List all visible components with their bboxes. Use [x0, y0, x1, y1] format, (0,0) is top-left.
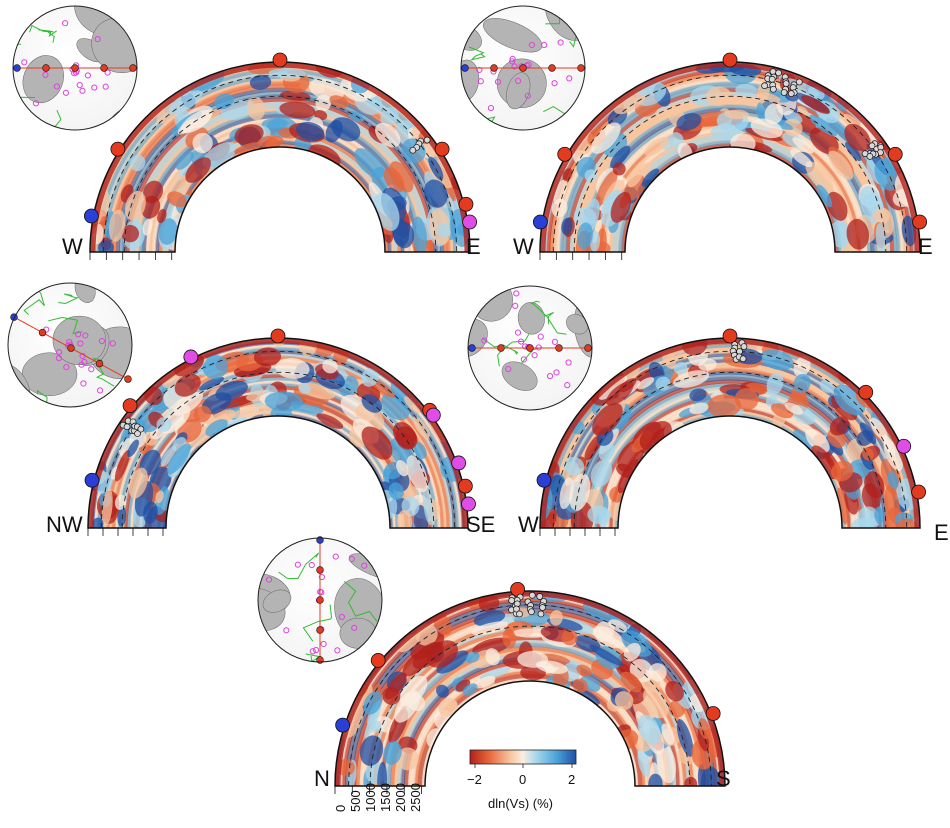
colorbar-tick-min: −2	[467, 772, 482, 787]
colorbar-tick-mid: 0	[519, 772, 526, 787]
cross-section-panel-1: W E	[12, 5, 481, 260]
asia-globe	[257, 536, 383, 664]
depth-tick-label: 500	[348, 790, 363, 812]
earthquake-marker	[528, 608, 535, 616]
depth-tick-label: 2000	[393, 783, 408, 812]
station-marker	[434, 141, 450, 157]
earthquake-marker	[134, 430, 141, 437]
earthquake-marker	[137, 425, 145, 433]
station-marker	[425, 407, 441, 423]
cross-section-panel-3: NW SE	[7, 282, 495, 537]
station-marker	[887, 146, 903, 162]
left-direction-label: W	[518, 512, 539, 537]
station-marker	[722, 328, 738, 344]
earthquake-marker	[508, 597, 516, 604]
station-marker	[272, 52, 288, 68]
earthquake-marker	[516, 610, 523, 618]
station-marker	[122, 398, 138, 414]
station-marker	[911, 484, 926, 500]
right-direction-label: S	[716, 766, 731, 791]
earthquake-marker	[537, 610, 545, 618]
station-marker	[858, 384, 874, 400]
station-marker	[462, 214, 478, 230]
earthquake-marker	[539, 604, 546, 611]
station-marker	[536, 472, 552, 488]
earthquake-marker	[866, 153, 874, 160]
station-marker	[458, 196, 474, 212]
station-marker	[183, 349, 199, 365]
station-marker	[110, 141, 126, 157]
colorbar-tick-max: 2	[568, 772, 575, 787]
left-direction-label: W	[62, 234, 83, 259]
cross-section-panel-2: W E	[460, 5, 933, 260]
station-marker	[457, 478, 473, 494]
earthquake-marker	[775, 69, 782, 77]
earthquake-marker	[795, 78, 803, 86]
left-direction-label: NW	[46, 512, 83, 537]
north-america-globe	[460, 5, 586, 131]
depth-tick-label: 1000	[363, 783, 378, 812]
colorbar: −2 0 2 dln(Vs) (%)	[467, 749, 577, 811]
earthquake-marker	[739, 355, 747, 363]
earthquake-marker	[740, 343, 748, 350]
depth-tick-label: 0	[333, 805, 348, 812]
station-marker	[722, 52, 738, 68]
earthquake-marker	[423, 136, 431, 144]
depth-tick-label: 1500	[378, 783, 393, 812]
left-direction-label: W	[513, 234, 534, 259]
earthquake-marker	[782, 80, 790, 87]
colorbar-gradient	[469, 749, 577, 765]
station-marker	[510, 581, 526, 597]
right-direction-label: E	[934, 520, 949, 545]
cross-section-1	[84, 52, 478, 260]
earthquake-marker	[787, 90, 795, 97]
station-marker	[532, 214, 548, 230]
cross-section-3	[84, 328, 476, 536]
earthquake-marker	[528, 591, 536, 599]
earthquake-marker	[409, 146, 417, 154]
earthquake-marker	[868, 142, 876, 150]
cross-section-2	[532, 52, 928, 260]
station-marker	[461, 496, 476, 512]
earthquake-marker	[761, 82, 768, 90]
station-marker	[335, 717, 351, 733]
earthquake-marker	[768, 75, 776, 83]
station-marker	[84, 208, 99, 224]
right-direction-label: E	[466, 234, 481, 259]
earthquake-marker	[513, 605, 520, 613]
colorbar-title: dln(Vs) (%)	[488, 796, 553, 811]
station-marker	[370, 653, 386, 668]
depth-axis: 0 500 1000 1500 2000 2500	[333, 783, 423, 812]
station-marker	[451, 455, 467, 471]
earthquake-marker	[780, 89, 788, 96]
station-marker	[270, 328, 286, 344]
left-direction-label: N	[314, 766, 330, 791]
right-direction-label: E	[918, 234, 933, 259]
station-marker	[84, 472, 100, 488]
station-marker	[896, 438, 912, 454]
americas-globe	[12, 5, 138, 131]
station-marker	[912, 214, 928, 230]
cross-section-panel-4: W E	[467, 285, 949, 545]
earthquake-marker	[536, 593, 544, 600]
australia-pacific-globe	[467, 285, 593, 411]
cross-section-5	[334, 581, 726, 794]
depth-tick-label: 2500	[408, 783, 423, 812]
earthquake-marker	[770, 85, 777, 93]
station-marker	[557, 146, 573, 162]
right-direction-label: SE	[466, 512, 495, 537]
station-marker	[705, 706, 721, 721]
